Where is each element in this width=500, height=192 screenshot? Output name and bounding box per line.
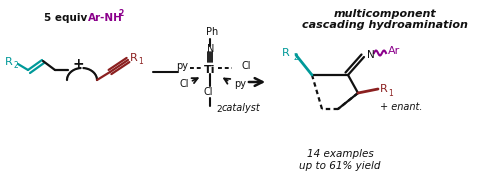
Text: R: R [282, 48, 290, 58]
Text: R: R [5, 57, 13, 67]
Text: catalyst: catalyst [222, 103, 261, 113]
Text: +: + [72, 57, 84, 71]
Text: multicomponent: multicomponent [334, 9, 436, 19]
Text: 1: 1 [388, 89, 393, 98]
Text: Ar: Ar [388, 46, 400, 56]
Text: 5 equiv: 5 equiv [44, 13, 91, 23]
Text: 2: 2 [118, 9, 123, 18]
Text: 2: 2 [216, 105, 222, 114]
Text: 2: 2 [13, 61, 18, 70]
Text: N: N [367, 50, 375, 60]
Text: Cl: Cl [203, 87, 213, 97]
Text: + enant.: + enant. [380, 102, 422, 112]
Text: 14 examples: 14 examples [306, 149, 374, 159]
Text: R: R [130, 53, 138, 63]
Text: py: py [234, 79, 246, 89]
Text: Ar-NH: Ar-NH [88, 13, 123, 23]
Text: N: N [208, 44, 214, 54]
Text: py: py [176, 61, 188, 71]
Text: 2: 2 [293, 52, 298, 61]
Text: Ti: Ti [204, 65, 216, 75]
Text: up to 61% yield: up to 61% yield [299, 161, 381, 171]
Text: cascading hydroamination: cascading hydroamination [302, 20, 468, 30]
Text: Cl: Cl [242, 61, 252, 71]
Text: 1: 1 [138, 57, 143, 66]
Text: Cl: Cl [179, 79, 189, 89]
Text: Ph: Ph [206, 27, 218, 37]
Text: R: R [380, 84, 388, 94]
